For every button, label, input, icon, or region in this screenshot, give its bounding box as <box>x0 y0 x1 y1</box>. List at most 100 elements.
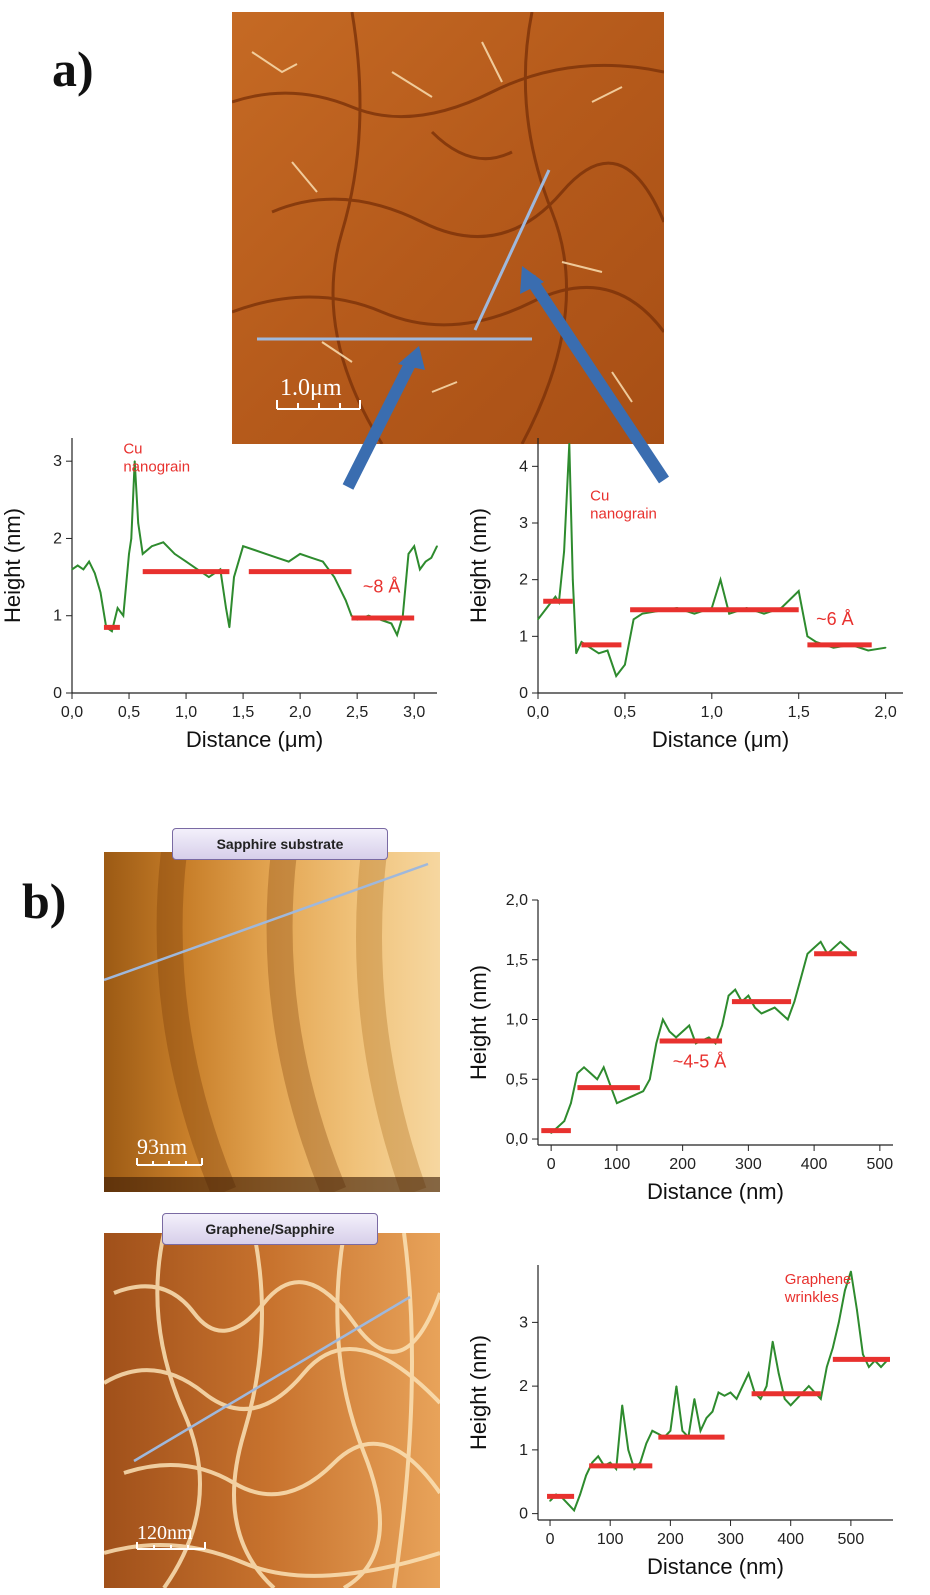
profile-point <box>760 1012 763 1015</box>
profile-point <box>537 618 539 621</box>
profile-point <box>655 1042 658 1045</box>
panel-a-label: a) <box>52 41 94 97</box>
profile-point <box>783 1398 786 1400</box>
x-tick-label: 100 <box>597 1531 624 1548</box>
profile-point <box>568 442 571 445</box>
profile-point <box>795 1398 798 1400</box>
x-axis-label: Distance (μm) <box>652 727 789 752</box>
pointer-arrows <box>342 266 669 490</box>
profile-point <box>789 1404 792 1407</box>
y-tick-label: 1,5 <box>506 952 528 969</box>
x-axis-label: Distance (nm) <box>647 1179 784 1204</box>
x-tick-label: 0,0 <box>527 704 549 721</box>
x-tick-label: 0 <box>546 1531 555 1548</box>
x-tick-label: 200 <box>669 1156 696 1173</box>
height-profile-chart-b-top: 0 100 200 300 400 500 0,0 0,5 1,0 1,5 2,0 Distance … <box>466 892 893 1204</box>
y-tick-label: 3 <box>519 515 528 532</box>
sapphire-substrate-tag: Sapphire substrate <box>172 828 388 860</box>
profile-point <box>641 612 644 615</box>
y-tick-label: 2,0 <box>506 892 528 909</box>
height-profile-line <box>537 443 886 679</box>
profile-point <box>839 941 842 943</box>
profile-point <box>606 649 609 652</box>
profile-point <box>609 1461 612 1464</box>
y-axis-label: Height (nm) <box>466 965 491 1080</box>
profile-point <box>693 612 696 615</box>
profile-point <box>693 1398 696 1400</box>
annotation-label: Graphene <box>785 1271 852 1288</box>
profile-point <box>287 560 290 563</box>
annotation-label: nanograin <box>590 505 657 522</box>
x-tick-label: 300 <box>717 1531 744 1548</box>
x-tick-label: 1,0 <box>175 704 197 721</box>
profile-point <box>390 622 393 625</box>
profile-point <box>797 590 800 592</box>
x-tick-label: 100 <box>604 1156 631 1173</box>
profile-point <box>856 1308 858 1311</box>
profile-point <box>806 635 809 638</box>
profile-point <box>729 1391 732 1394</box>
x-tick-label: 400 <box>777 1531 804 1548</box>
profile-point <box>681 1429 684 1432</box>
y-tick-label: 1,0 <box>506 1012 528 1029</box>
x-axis-label: Distance (nm) <box>647 1554 784 1579</box>
profile-point <box>76 564 79 567</box>
profile-point <box>711 1410 714 1413</box>
profile-point <box>591 1461 593 1464</box>
scale-bar-a: 1.0μm <box>280 375 342 401</box>
annotation-label: wrinkles <box>784 1289 839 1306</box>
x-tick-label: 1,5 <box>232 704 254 721</box>
profile-point <box>717 1391 720 1394</box>
profile-point <box>833 947 835 949</box>
profile-point <box>173 553 176 555</box>
profile-point <box>94 572 96 575</box>
profile-point <box>759 1398 762 1400</box>
annotation-label: Cu <box>590 487 609 504</box>
profile-point <box>721 1024 723 1027</box>
profile-point <box>621 1404 624 1407</box>
profile-point <box>128 553 130 555</box>
profile-point <box>576 1072 579 1075</box>
profile-point <box>699 1429 702 1432</box>
y-tick-label: 0 <box>519 1506 528 1523</box>
profile-point <box>629 1096 631 1098</box>
scale-bar-sapphire: 93nm <box>137 1134 187 1159</box>
profile-point <box>71 568 73 571</box>
profile-point <box>819 941 822 943</box>
profile-point <box>228 626 231 629</box>
profile-point <box>430 556 433 559</box>
profile-point <box>265 553 267 555</box>
profile-point <box>639 1461 642 1464</box>
profile-point <box>645 1442 648 1445</box>
profile-point <box>669 1429 672 1432</box>
profile-point <box>396 634 398 636</box>
profile-point <box>133 460 136 462</box>
profile-point <box>777 1372 780 1375</box>
step-height-label: ~6 Å <box>816 609 854 629</box>
profile-point <box>554 595 557 598</box>
profile-point <box>657 1433 660 1435</box>
profile-point <box>747 1372 750 1375</box>
y-tick-label: 1 <box>519 628 528 645</box>
profile-point <box>708 1036 710 1039</box>
height-profile-chart-a-right: 0,0 0,5 1,0 1,5 2,0 0 1 2 3 4 Distance (μm) Height … <box>470 438 903 752</box>
y-axis-label: Height (nm) <box>470 508 491 623</box>
x-tick-label: 2,0 <box>289 704 311 721</box>
profile-point <box>651 1429 654 1432</box>
y-tick-label: 2 <box>519 572 528 589</box>
profile-point <box>322 560 324 563</box>
x-tick-label: 0,5 <box>118 704 140 721</box>
step-height-label: ~8 Å <box>363 577 401 597</box>
profile-point <box>632 618 635 621</box>
afm-image-graphene: 120nm <box>104 1233 440 1588</box>
profile-point <box>88 560 90 563</box>
profile-point <box>633 1468 636 1470</box>
profile-point <box>642 1090 644 1093</box>
height-profile-chart-b-bottom: 0 100 200 300 400 500 0 1 2 3 Distance (nm) Height … <box>466 1265 893 1579</box>
profile-point <box>800 976 802 979</box>
profile-point <box>615 675 618 677</box>
profile-point <box>242 545 244 547</box>
profile-point <box>734 988 737 991</box>
x-tick-label: 2,5 <box>346 704 368 721</box>
profile-point <box>549 1500 551 1502</box>
